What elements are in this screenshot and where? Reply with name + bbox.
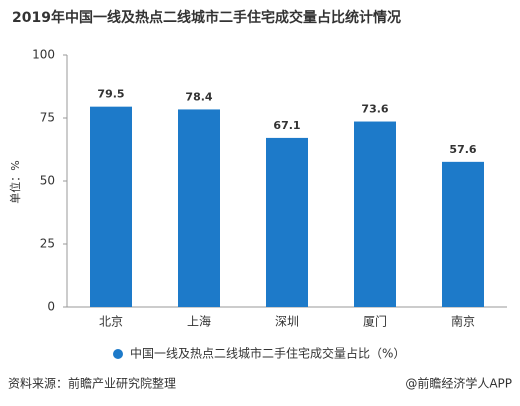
chart-title: 2019年中国一线及热点二线城市二手住宅成交量占比统计情况 — [12, 9, 401, 26]
x-tick-label: 上海 — [187, 314, 211, 329]
source-note: 资料来源：前瞻产业研究院整理 — [8, 376, 176, 391]
y-axis-label: 单位：% — [8, 160, 22, 203]
y-tick-label: 75 — [40, 111, 55, 125]
bar — [354, 121, 396, 307]
bar — [90, 106, 132, 307]
bar — [266, 137, 308, 307]
value-label: 67.1 — [273, 119, 300, 132]
value-label: 57.6 — [449, 143, 476, 156]
y-tick-label: 0 — [47, 300, 55, 314]
legend-swatch — [113, 349, 123, 359]
y-tick-label: 50 — [40, 174, 55, 188]
credit: @前瞻经济学人APP — [405, 376, 512, 391]
x-tick-label: 北京 — [99, 315, 123, 329]
value-label: 79.5 — [97, 88, 124, 101]
value-label: 73.6 — [361, 103, 388, 116]
legend-label: 中国一线及热点二线城市二手住宅成交量占比（%） — [130, 346, 405, 361]
x-tick-label: 南京 — [451, 314, 475, 329]
y-tick-label: 100 — [32, 48, 55, 62]
bar — [178, 109, 220, 307]
y-tick-label: 25 — [40, 237, 55, 251]
x-tick-label: 深圳 — [275, 315, 299, 329]
x-tick-label: 厦门 — [363, 314, 387, 329]
value-label: 78.4 — [185, 90, 212, 103]
bar — [442, 161, 484, 307]
